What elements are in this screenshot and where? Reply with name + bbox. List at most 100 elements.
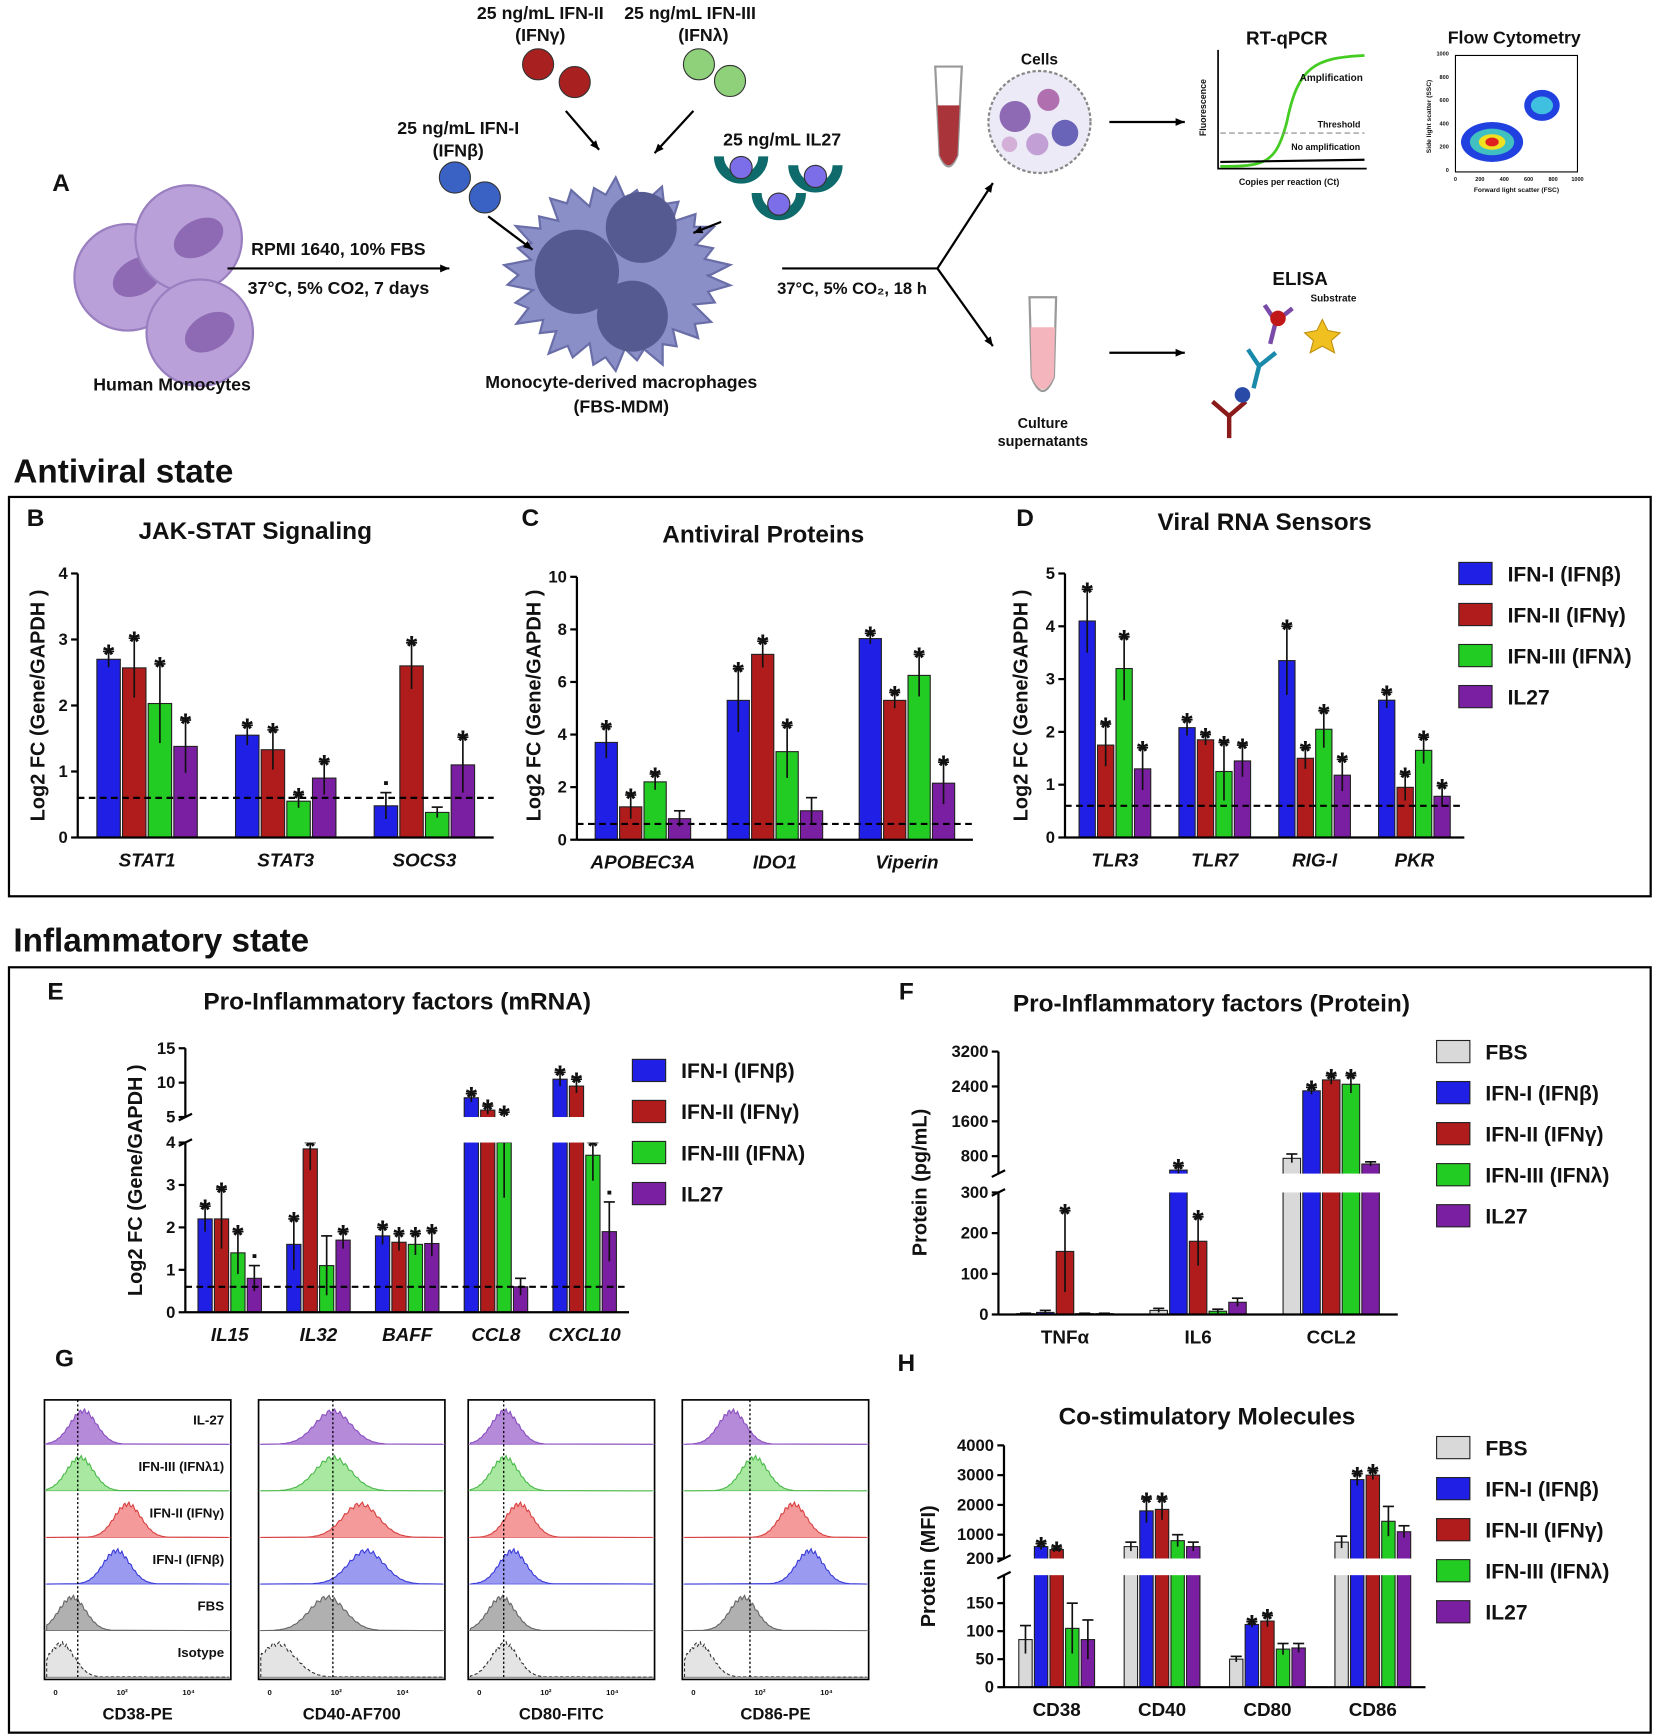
significance: * [293, 783, 305, 815]
bar [1296, 757, 1315, 839]
bar [552, 1078, 568, 1313]
bar [234, 734, 260, 839]
label: supernatants [998, 434, 1088, 450]
legend-label: IFN-I (IFNβ) [1508, 563, 1621, 586]
x-tick-label: CCL2 [1307, 1326, 1356, 1347]
label: 800 [1548, 177, 1557, 183]
label: 1000 [1436, 51, 1448, 57]
chart-title: Antiviral Proteins [662, 521, 864, 548]
chart-title: Pro-Inflammatory factors (mRNA) [203, 988, 591, 1015]
error-bar [406, 641, 418, 689]
histogram [470, 1547, 653, 1585]
label: Culture [1018, 416, 1068, 432]
cytokine [438, 161, 471, 194]
cell [1051, 119, 1079, 147]
histogram [260, 1407, 443, 1445]
error-bar [293, 793, 305, 808]
legend-swatch [1458, 602, 1493, 627]
elisa-ab2 [1246, 348, 1278, 389]
y-tick-label: 200 [961, 1224, 989, 1243]
y-tick-label: 4 [166, 1133, 176, 1152]
significance: * [1381, 681, 1393, 713]
legend-label: IFN-I (IFNβ) [1485, 1082, 1598, 1105]
y-tick-label: 2 [558, 778, 567, 797]
legend-swatch [1436, 1122, 1471, 1146]
label: Fluorescence [1198, 79, 1208, 136]
bar [197, 1218, 213, 1313]
arrow-head [522, 240, 533, 250]
legend-label: IL27 [1485, 1206, 1527, 1229]
x-tick-label: CD86 [1349, 1699, 1397, 1720]
panel-label: H [898, 1350, 916, 1377]
panel-label: B [27, 505, 45, 532]
arrow-head [984, 336, 993, 347]
legend-label: FBS [1485, 1437, 1527, 1460]
y-tick-label: 3000 [957, 1466, 994, 1485]
label: Copies per reaction (Ct) [1239, 177, 1339, 187]
significance: * [1100, 712, 1112, 744]
error-bar [1325, 1074, 1337, 1085]
significance: * [1326, 1064, 1338, 1096]
row-label: IFN-I (IFNβ) [153, 1552, 225, 1567]
significance: * [733, 657, 745, 689]
error-bar [457, 736, 469, 793]
legend-label: IL27 [1485, 1602, 1527, 1625]
error-bar [232, 1230, 244, 1275]
error-bar [199, 1205, 211, 1232]
error-bar [938, 761, 950, 805]
significance: * [1141, 1487, 1153, 1519]
significance: * [129, 626, 141, 658]
error-bar [1230, 1655, 1242, 1662]
arrow-head [693, 225, 704, 234]
panel-label: D [1016, 505, 1034, 532]
significance: * [1337, 748, 1349, 780]
label: 10² [117, 1688, 129, 1697]
bar [1365, 1474, 1381, 1688]
error-bar [1436, 784, 1448, 807]
significance: * [1367, 1459, 1379, 1491]
y-tick-label: 2 [166, 1218, 175, 1237]
bar [1154, 1508, 1170, 1688]
error-bar [1140, 1498, 1153, 1523]
x-tick-label: CD80 [1243, 1699, 1291, 1720]
y-tick-label: 6 [558, 673, 567, 692]
histogram [684, 1407, 867, 1445]
label: 0 [53, 1688, 57, 1697]
error-bar [1172, 1533, 1184, 1547]
legend-label: IFN-III (IFNλ) [681, 1142, 805, 1165]
legend-label: IFN-III (IFNλ) [1508, 645, 1632, 668]
bar [751, 653, 775, 841]
break-mark [996, 1554, 1012, 1563]
histogram [260, 1547, 443, 1585]
axis-break [1002, 1558, 1427, 1576]
histogram [684, 1547, 867, 1585]
x-tick-label: TNFα [1041, 1326, 1090, 1347]
y-tick-label: 1 [59, 762, 68, 781]
error-bar [1137, 746, 1149, 790]
significance: * [1400, 762, 1412, 794]
label: 200 [1475, 177, 1484, 183]
x-tick-label: CD40 [1138, 1699, 1186, 1720]
label: (IFNλ) [678, 25, 728, 45]
error-bar [1277, 1642, 1289, 1655]
y-axis-label: Log2 FC (Gene/GAPDH ) [523, 590, 545, 822]
error-bar [1019, 1624, 1032, 1654]
bar [883, 699, 907, 841]
y-tick-label: 4 [59, 564, 69, 583]
error-bar [1293, 1642, 1305, 1653]
bar [1302, 1090, 1321, 1316]
histogram [683, 1640, 867, 1678]
significance: * [1418, 725, 1430, 757]
arrow-head [1175, 348, 1185, 357]
y-tick-label: 200 [966, 1549, 994, 1568]
error-bar [1299, 746, 1311, 769]
row-label: Isotype [178, 1645, 225, 1660]
marker-label: CD86-PE [740, 1704, 810, 1723]
error-bar [570, 1078, 583, 1093]
histogram [469, 1640, 653, 1678]
cytokine [682, 48, 716, 81]
significance: * [1059, 1199, 1071, 1231]
axis-break [997, 1173, 1399, 1193]
qpcr-noamp [1220, 158, 1365, 164]
label: 800 [1440, 75, 1449, 81]
